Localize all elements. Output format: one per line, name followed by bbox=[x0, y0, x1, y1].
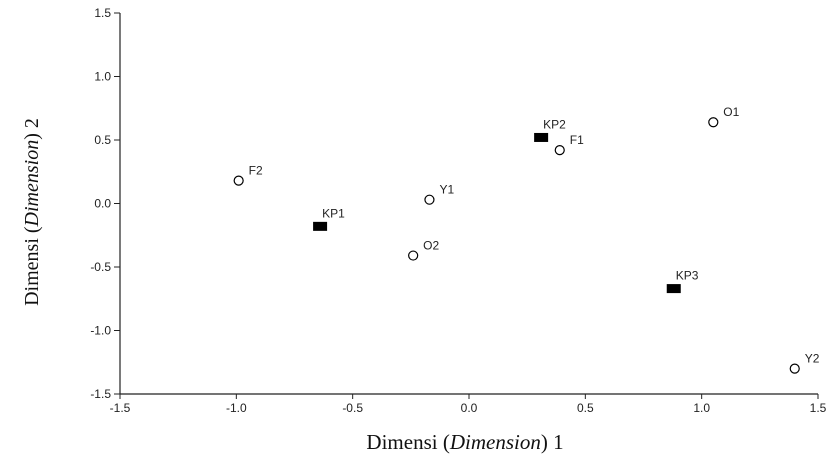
y-tick-label: 0.0 bbox=[94, 197, 111, 211]
y-axis-title: Dimensi (Dimension) 2 bbox=[21, 118, 43, 306]
y-tick-label: 0.5 bbox=[94, 133, 111, 147]
y-tick-label: -1.0 bbox=[90, 324, 111, 338]
point-square-kp3 bbox=[666, 284, 681, 294]
y-tick-label: -1.5 bbox=[90, 387, 111, 401]
point-label-kp2: KP2 bbox=[543, 117, 566, 131]
x-tick-label: 1.5 bbox=[810, 401, 827, 415]
point-label-y2: Y2 bbox=[805, 352, 820, 366]
point-circle-y1 bbox=[424, 194, 435, 205]
point-label-f1: F1 bbox=[570, 133, 584, 147]
point-circle-f2 bbox=[233, 175, 244, 186]
x-tick-label: -1.0 bbox=[226, 401, 247, 415]
point-circle-o2 bbox=[408, 250, 419, 261]
x-tick-label: 0.5 bbox=[577, 401, 594, 415]
x-tick-label: 1.0 bbox=[693, 401, 710, 415]
point-square-kp1 bbox=[313, 221, 328, 231]
point-circle-f1 bbox=[554, 145, 565, 156]
point-label-o2: O2 bbox=[423, 239, 439, 253]
axes bbox=[119, 13, 818, 395]
point-label-kp1: KP1 bbox=[322, 206, 345, 220]
x-tick-label: -1.5 bbox=[110, 401, 131, 415]
point-square-kp2 bbox=[534, 132, 549, 142]
x-tick-label: 0.0 bbox=[461, 401, 478, 415]
ticks: -1.5 -1.0 -0.5 0.0 0.5 1.0 1.5 -1.5 -1.0 -0.5 0.0 0… bbox=[90, 6, 826, 415]
points: KP1 KP2 KP3 O1 F1 F2 Y1 O2 Y2 bbox=[233, 105, 820, 374]
point-label-o1: O1 bbox=[723, 105, 739, 119]
point-label-kp3: KP3 bbox=[676, 269, 699, 283]
y-tick-label: 1.5 bbox=[94, 6, 111, 20]
point-circle-o1 bbox=[708, 117, 719, 128]
point-label-y1: Y1 bbox=[439, 183, 454, 197]
point-circle-y2 bbox=[789, 363, 800, 374]
y-tick-label: 1.0 bbox=[94, 70, 111, 84]
point-label-f2: F2 bbox=[249, 164, 263, 178]
x-tick-label: -0.5 bbox=[342, 401, 363, 415]
y-tick-label: -0.5 bbox=[90, 260, 111, 274]
x-axis-title: Dimensi (Dimension) 1 bbox=[366, 430, 563, 454]
